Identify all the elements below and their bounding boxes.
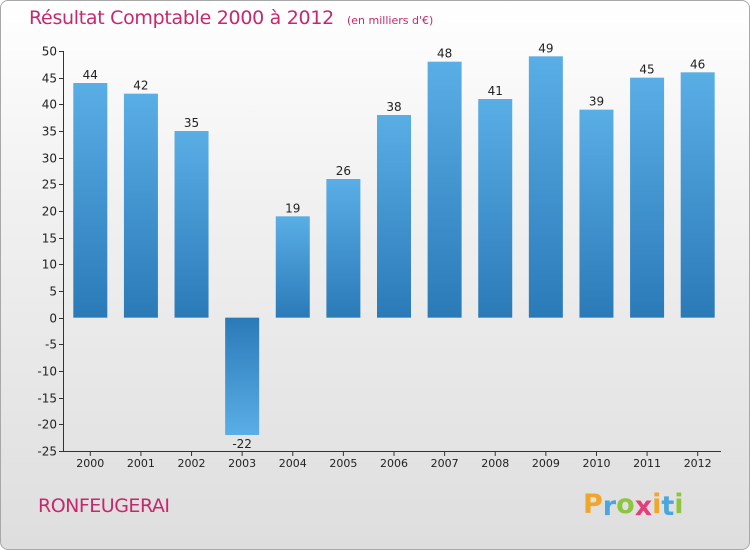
y-tick-label: -10 (37, 365, 57, 379)
chart-title: Résultat Comptable 2000 à 2012 (29, 7, 334, 29)
chart-subtitle: (en milliers d'€) (346, 14, 434, 27)
value-label: 42 (133, 79, 148, 93)
bar (630, 77, 665, 318)
y-tick-label: 15 (42, 232, 57, 246)
logo-letter: P (583, 489, 603, 520)
bar (174, 131, 209, 318)
y-tick-label: 10 (42, 258, 57, 272)
value-label: 38 (386, 100, 401, 114)
x-tick-label: 2004 (279, 457, 307, 470)
value-label: 19 (285, 201, 300, 215)
logo-letter: r (602, 491, 617, 522)
x-tick-label: 2003 (228, 457, 256, 470)
value-label: 44 (83, 68, 98, 82)
logo-letter: t (661, 491, 675, 522)
y-tick-label: 25 (42, 178, 57, 192)
logo-letter: o (616, 489, 635, 520)
y-tick-label: 35 (42, 125, 57, 139)
bars-layer: 44 42 35 -22 19 26 38 48 41 49 39 45 46 (73, 41, 715, 451)
value-label: 35 (184, 116, 199, 130)
value-label: 39 (589, 95, 604, 109)
value-label: 45 (639, 63, 654, 77)
x-tick-label: 2012 (684, 457, 712, 470)
y-tick-label: 0 (49, 312, 57, 326)
y-tick-label: 20 (42, 205, 57, 219)
y-tick-label: 5 (49, 285, 57, 299)
y-tick-label: -5 (45, 338, 57, 352)
value-label: 49 (538, 41, 553, 55)
logo-letter: x (634, 491, 653, 522)
x-tick-label: 2006 (380, 457, 408, 470)
x-tick-label: 2002 (178, 457, 206, 470)
bar (528, 56, 563, 318)
bar (579, 109, 614, 318)
logo-letter: i (652, 489, 662, 520)
x-tick-label: 2007 (431, 457, 459, 470)
y-tick-label: -25 (37, 445, 57, 459)
bar (225, 317, 260, 435)
bar (123, 93, 158, 318)
logo-letter: i (674, 489, 684, 520)
y-tick-label: -15 (37, 392, 57, 406)
y-tick-label: -20 (37, 418, 57, 432)
bar (73, 83, 108, 318)
bar (275, 216, 310, 318)
x-tick-label: 2005 (329, 457, 357, 470)
value-label: -22 (232, 437, 252, 451)
bar (326, 179, 361, 318)
x-tick-label: 2011 (633, 457, 661, 470)
y-tick-label: 45 (42, 72, 57, 86)
commune-name: RONFEUGERAI (38, 495, 170, 517)
bar (377, 115, 411, 318)
x-tick-label: 2001 (127, 457, 155, 470)
x-tick-label: 2009 (532, 457, 560, 470)
value-label: 46 (690, 57, 705, 71)
proxiti-logo: Proxiti (583, 489, 684, 522)
title-row: Résultat Comptable 2000 à 2012 (en milli… (29, 7, 433, 29)
value-label: 26 (336, 164, 351, 178)
bar (478, 99, 513, 318)
x-tick-label: 2010 (582, 457, 610, 470)
x-tick-label: 2008 (481, 457, 509, 470)
value-label: 48 (437, 47, 452, 61)
x-tick-label: 2000 (76, 457, 104, 470)
value-label: 41 (488, 84, 503, 98)
bar (680, 72, 715, 318)
y-tick-label: 40 (42, 98, 57, 112)
bar (427, 61, 462, 318)
y-tick-label: 50 (42, 45, 57, 59)
y-tick-label: 30 (42, 152, 57, 166)
